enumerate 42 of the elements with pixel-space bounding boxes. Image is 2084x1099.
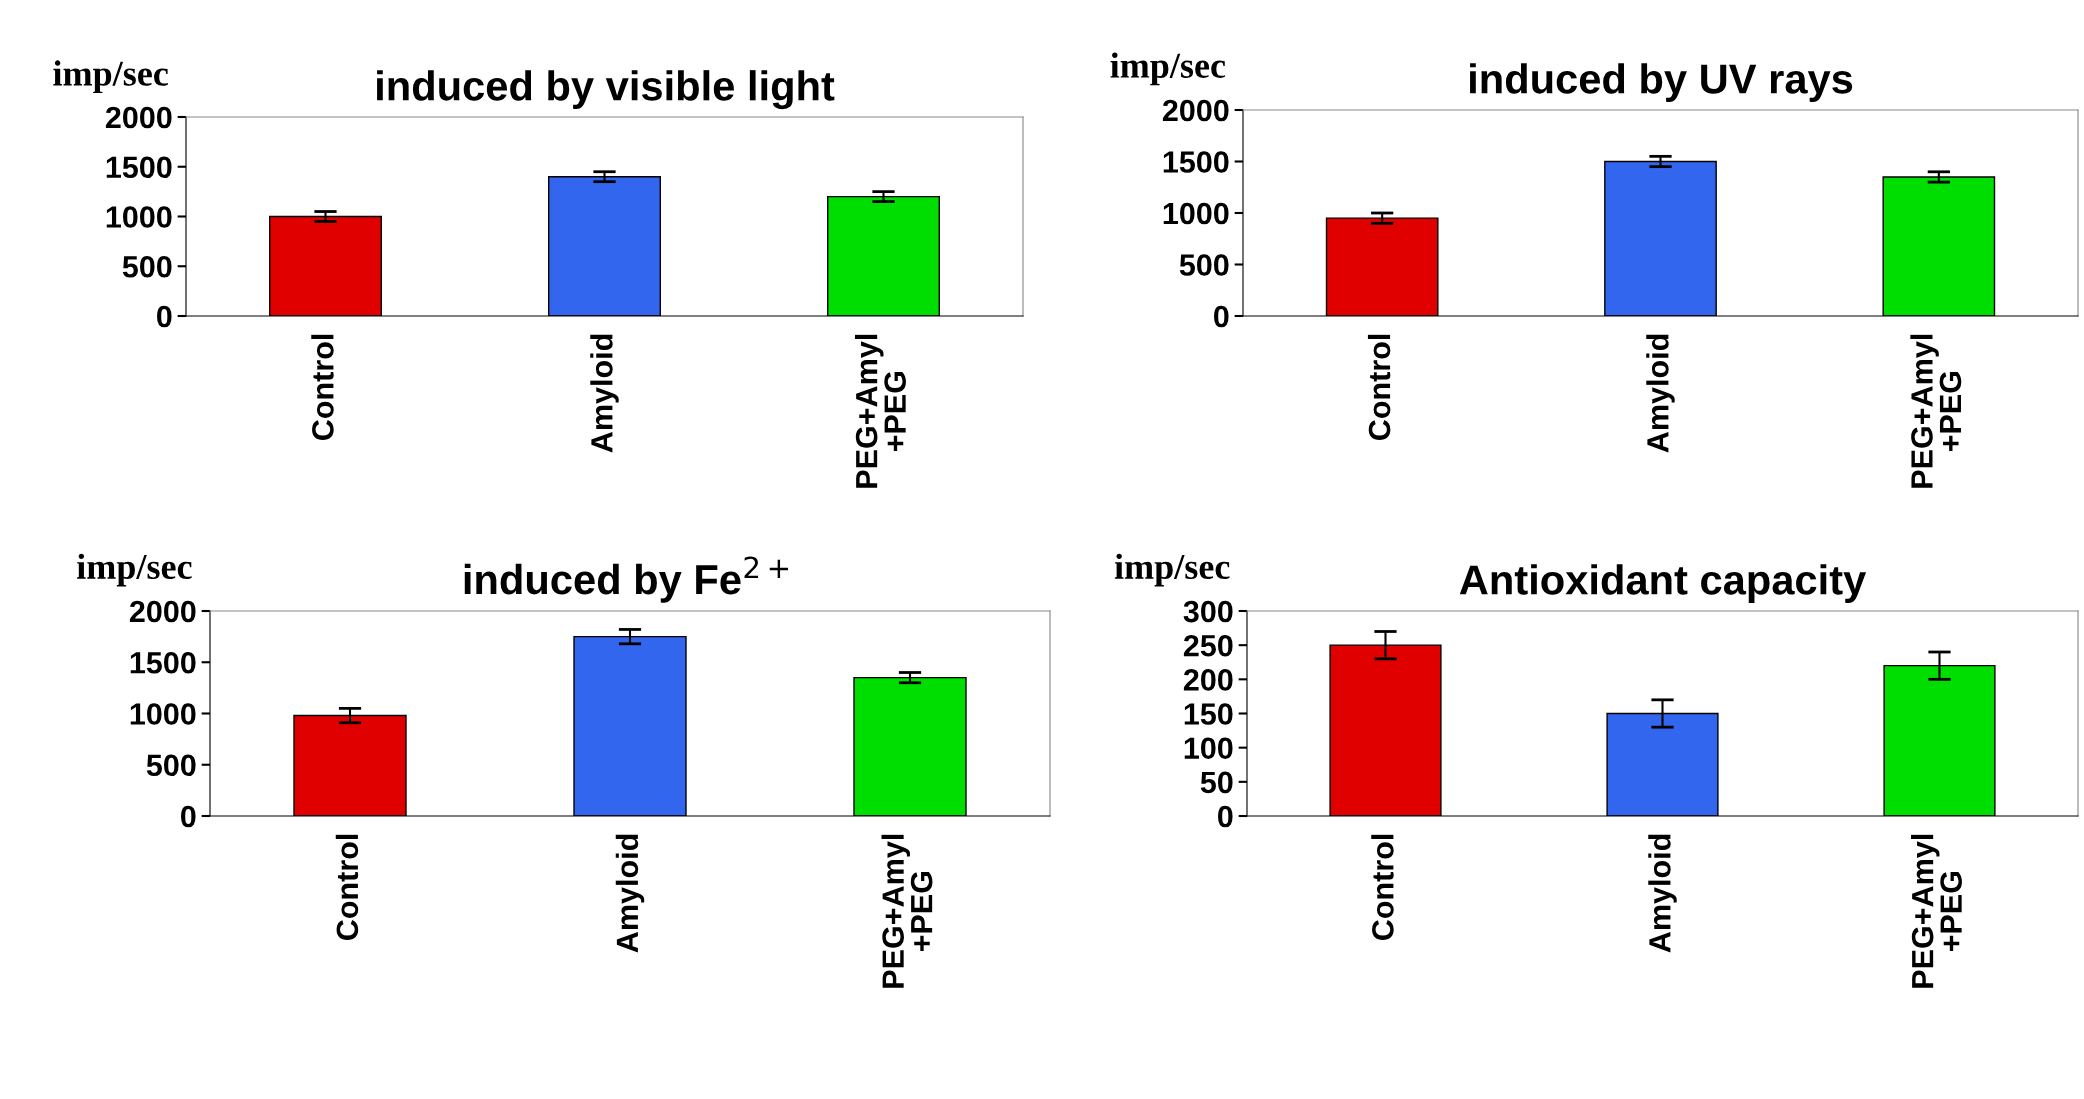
y-tick-label: 300 <box>1183 600 1233 623</box>
x-tick-label: PEG+Amyl +PEG <box>1911 834 1962 988</box>
y-tick-label: 150 <box>1184 703 1233 725</box>
x-tick-label: Control <box>335 834 359 941</box>
y-tick-label: 1000 <box>106 206 172 228</box>
x-tick-label: Amyloid <box>615 834 645 953</box>
y-axis-title: imp/sec <box>77 553 192 587</box>
y-axis-title: imp/sec <box>53 60 168 94</box>
y-tick-label: 500 <box>146 754 196 777</box>
y-tick-label: 0 <box>1214 305 1229 328</box>
y-tick-label: 100 <box>1184 737 1233 760</box>
y-tick-label: 1000 <box>130 703 196 725</box>
y-axis-title: imp/sec <box>1110 52 1226 86</box>
y-tick-label: 500 <box>1179 254 1229 276</box>
x-tick-label: Amyloid <box>1646 334 1675 453</box>
y-tick-label: 0 <box>181 805 196 828</box>
y-axis-title: imp/sec <box>1114 553 1230 587</box>
x-tick-label: Amyloid <box>1648 834 1677 953</box>
y-tick-label: 1500 <box>130 651 196 674</box>
x-tick-label: Control <box>1371 834 1394 941</box>
y-tick-label: 1000 <box>1163 202 1229 225</box>
y-tick-label: 2000 <box>129 600 196 623</box>
chart-title: induced by visible light <box>377 70 835 110</box>
chart-title: Antioxidant capacity <box>1459 564 1867 603</box>
y-tick-label: 1500 <box>106 156 172 179</box>
chart-title: induced by Fe$^{2+}$ <box>464 556 788 603</box>
x-tick-label: PEG+Amyl +PEG <box>855 334 906 488</box>
x-tick-label: PEG+Amyl +PEG <box>881 834 933 988</box>
y-tick-label: 250 <box>1183 634 1233 657</box>
y-tick-label: 0 <box>1218 805 1233 828</box>
y-tick-label: 2000 <box>105 106 172 129</box>
y-tick-label: 200 <box>1183 669 1233 691</box>
chart-title: induced by UV rays <box>1470 63 1853 102</box>
y-tick-label: 500 <box>122 255 172 278</box>
x-tick-label: PEG+Amyl +PEG <box>1910 334 1962 488</box>
x-tick-label: Control <box>311 334 334 441</box>
y-tick-label: 0 <box>157 305 172 328</box>
x-tick-label: Control <box>1367 334 1391 441</box>
x-tick-label: Amyloid <box>590 334 619 453</box>
y-tick-label: 1500 <box>1163 151 1229 173</box>
y-tick-label: 2000 <box>1162 99 1229 122</box>
y-tick-label: 50 <box>1200 771 1233 794</box>
